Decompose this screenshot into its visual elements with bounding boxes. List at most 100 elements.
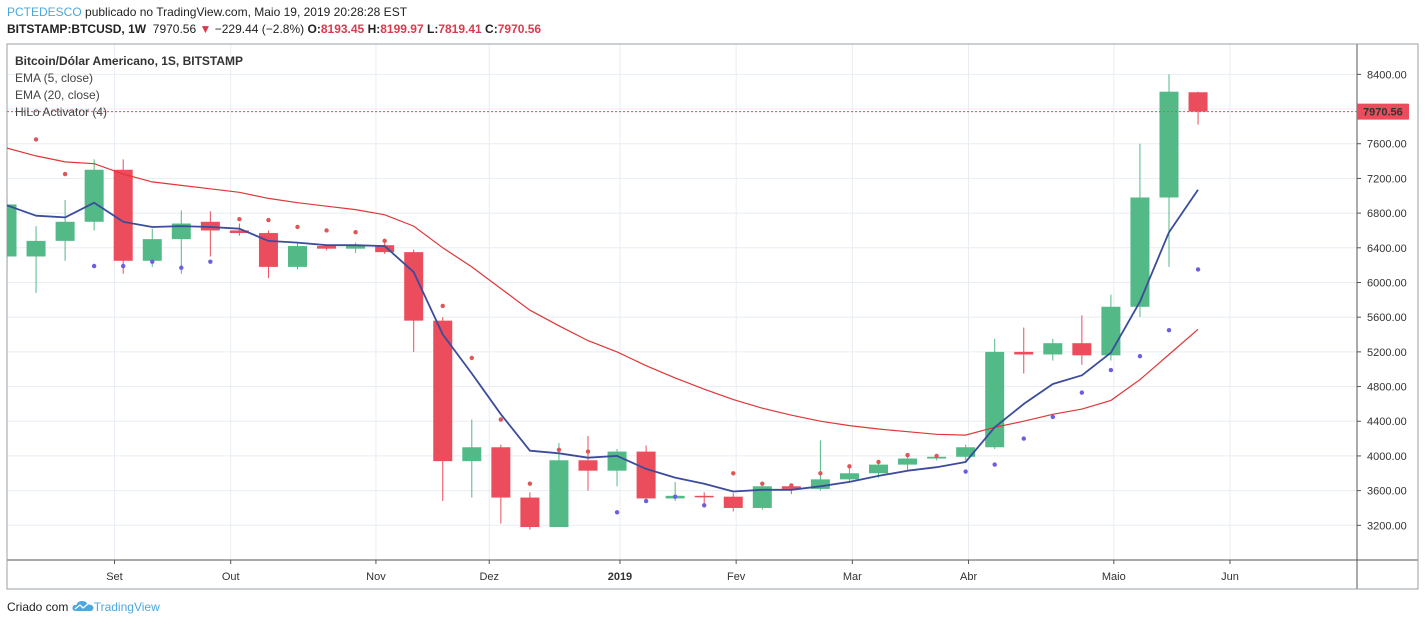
- candle-body[interactable]: [55, 221, 75, 241]
- publish-info: PCTEDESCO publicado no TradingView.com, …: [7, 5, 407, 19]
- x-tick-label: Jun: [1221, 571, 1239, 583]
- candle-body[interactable]: [956, 447, 976, 457]
- open-value: 8193.45: [320, 22, 365, 36]
- candle-body[interactable]: [317, 246, 337, 249]
- y-tick-label: 3600.00: [1367, 486, 1407, 498]
- x-tick-label: Set: [106, 571, 123, 583]
- candle-body[interactable]: [1188, 92, 1208, 112]
- ema5-line[interactable]: [7, 189, 1199, 493]
- x-tick-label: Mar: [843, 571, 862, 583]
- candle-body[interactable]: [752, 486, 772, 508]
- candle-body[interactable]: [288, 246, 307, 267]
- x-tick-label: Abr: [960, 571, 977, 583]
- candle-body[interactable]: [84, 169, 104, 222]
- publisher-user[interactable]: PCTEDESCO: [7, 5, 82, 19]
- x-tick-label: Fev: [727, 571, 746, 583]
- symbol-label: BITSTAMP:BTCUSD, 1W: [7, 22, 147, 36]
- candle-body[interactable]: [839, 473, 859, 480]
- hilo-dot: [1137, 354, 1143, 359]
- candle-body[interactable]: [810, 479, 830, 489]
- candle-body[interactable]: [142, 239, 162, 261]
- hilo-dot: [295, 224, 300, 230]
- hilo-dot: [498, 417, 504, 422]
- hilo-dot: [731, 471, 736, 476]
- candle-body[interactable]: [549, 460, 569, 528]
- hilo-dot: [789, 483, 794, 488]
- candle-body[interactable]: [462, 447, 482, 462]
- change-value: −229.44 (−2.8%): [214, 22, 305, 36]
- hilo-dot: [382, 238, 387, 244]
- created-with-label: Criado com: [7, 600, 69, 614]
- candle-body[interactable]: [1130, 197, 1150, 307]
- candle-body[interactable]: [723, 496, 743, 508]
- plot-area[interactable]: [7, 44, 1357, 560]
- x-tick-label: Nov: [366, 571, 386, 583]
- hilo-dot: [876, 459, 881, 465]
- hilo-dot: [905, 452, 910, 458]
- hilo-dot: [1108, 367, 1114, 373]
- hilo-dot: [179, 265, 184, 270]
- candle-body[interactable]: [171, 223, 191, 240]
- hilo-dot: [672, 494, 678, 499]
- candle-body[interactable]: [491, 447, 511, 498]
- open-label: O:: [307, 22, 321, 36]
- candle-body[interactable]: [375, 245, 395, 253]
- footer-credit: Criado com TradingView: [7, 600, 160, 614]
- legend-ema20[interactable]: EMA (20, close): [15, 88, 100, 102]
- y-tick-label: 7200.00: [1367, 173, 1407, 185]
- hilo-dot: [121, 263, 126, 269]
- candle-body[interactable]: [229, 230, 249, 234]
- candle-body[interactable]: [898, 458, 918, 465]
- y-tick-label: 4000.00: [1367, 451, 1407, 463]
- y-tick-label: 6000.00: [1367, 277, 1407, 289]
- hilo-dot: [469, 355, 474, 361]
- candle-body[interactable]: [636, 451, 656, 499]
- hilo-dot: [527, 481, 533, 486]
- candle-body[interactable]: [1101, 306, 1121, 356]
- hilo-dot: [62, 171, 68, 177]
- candle-body[interactable]: [0, 204, 17, 257]
- candle-body[interactable]: [346, 245, 366, 249]
- symbol-ohlc-bar: BITSTAMP:BTCUSD, 1W 7970.56 ▼ −229.44 (−…: [7, 22, 541, 36]
- candle-body[interactable]: [433, 320, 453, 462]
- candle-body[interactable]: [607, 451, 627, 471]
- last-price-tag: [1357, 103, 1409, 120]
- candle-body[interactable]: [1043, 343, 1063, 355]
- hilo-dot: [818, 471, 823, 476]
- candle-body[interactable]: [1159, 91, 1179, 198]
- tradingview-cloud-icon: [72, 601, 94, 611]
- hilo-dot: [33, 137, 39, 142]
- candle-body[interactable]: [113, 169, 133, 261]
- candle-body[interactable]: [1014, 351, 1034, 355]
- candle-body[interactable]: [694, 495, 714, 498]
- hilo-dot: [963, 469, 968, 474]
- legend-hilo[interactable]: HiLo Activator (4): [15, 105, 108, 119]
- hilo-dot: [760, 481, 765, 486]
- hilo-dot: [150, 259, 155, 264]
- high-value: 8199.97: [380, 22, 424, 36]
- x-tick-label: Out: [222, 571, 240, 583]
- x-tick-label: Dez: [479, 571, 499, 583]
- y-tick-label: 6400.00: [1367, 243, 1407, 255]
- candle-body[interactable]: [869, 464, 888, 474]
- y-tick-label: 5200.00: [1367, 347, 1407, 359]
- hilo-dot: [992, 462, 997, 467]
- hilo-dot: [91, 263, 97, 269]
- candle-body[interactable]: [578, 460, 598, 471]
- y-tick-label: 6800.00: [1367, 208, 1407, 220]
- hilo-dot: [1166, 327, 1172, 333]
- candle-body[interactable]: [26, 240, 46, 257]
- candle-body[interactable]: [520, 497, 540, 528]
- hilo-dot: [324, 228, 329, 233]
- down-arrow-icon: ▼: [199, 22, 212, 36]
- hilo-dot: [702, 503, 707, 508]
- publish-text: publicado no TradingView.com, Maio 19, 2…: [85, 5, 408, 19]
- candle-body[interactable]: [985, 351, 1005, 448]
- candle-body[interactable]: [1072, 343, 1092, 356]
- hilo-dot: [208, 259, 213, 264]
- tradingview-link[interactable]: TradingView: [93, 600, 160, 614]
- low-value: 7819.41: [438, 22, 482, 36]
- candle-body[interactable]: [404, 252, 424, 321]
- legend-ema5[interactable]: EMA (5, close): [15, 71, 94, 85]
